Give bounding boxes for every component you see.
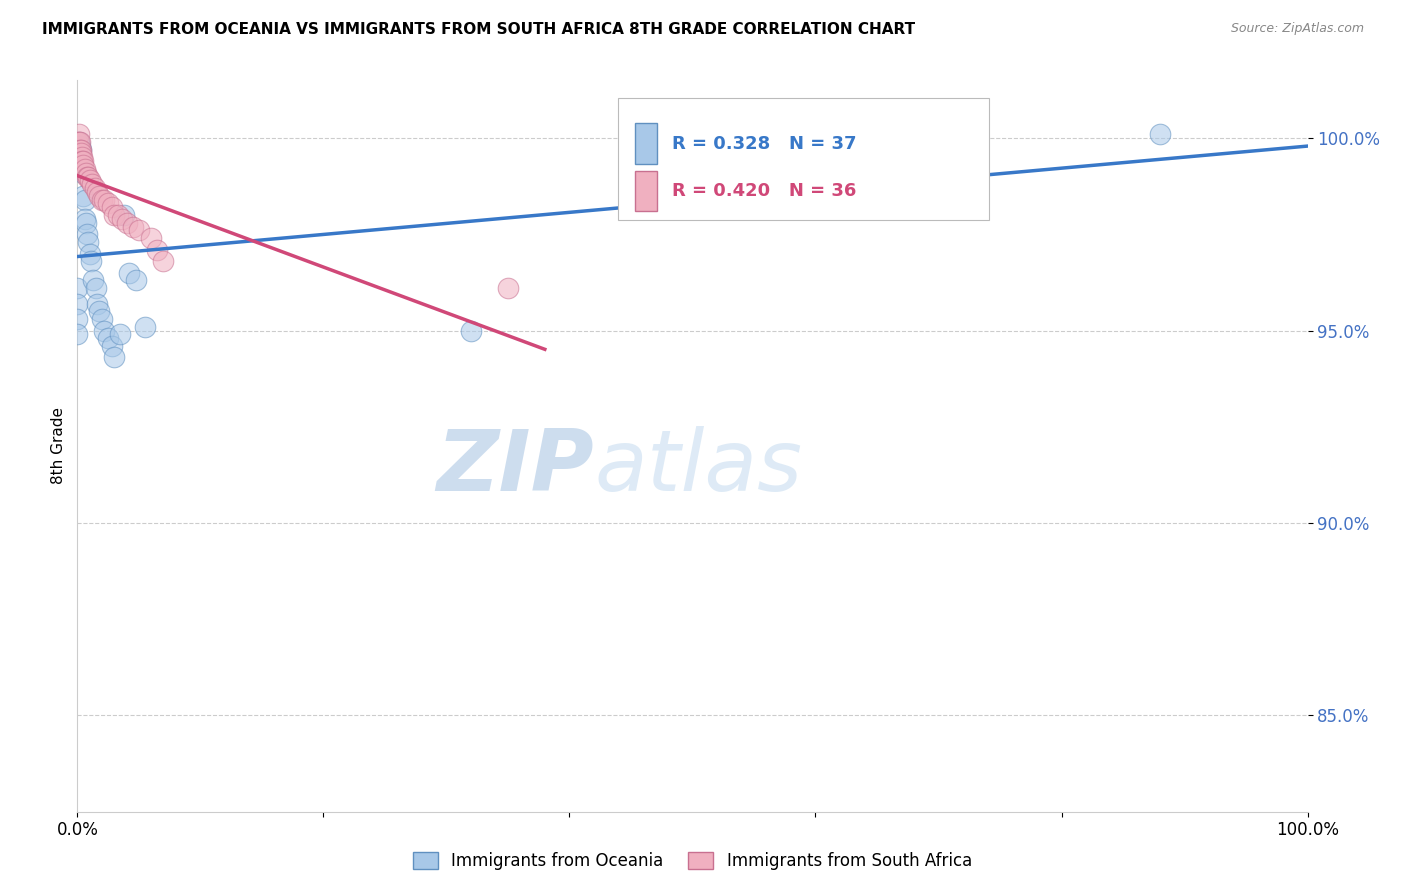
Point <box>1149 127 1171 141</box>
Point <box>128 223 150 237</box>
Point <box>70 146 93 161</box>
Point <box>66 158 89 172</box>
Point <box>112 208 135 222</box>
Point <box>67 135 90 149</box>
Point <box>134 319 156 334</box>
Text: R = 0.328   N = 37: R = 0.328 N = 37 <box>672 135 856 153</box>
Point <box>66 296 89 310</box>
Point <box>152 254 174 268</box>
Point <box>66 312 89 326</box>
Point <box>952 127 974 141</box>
Point <box>70 143 93 157</box>
Point <box>80 254 103 268</box>
Point <box>76 227 98 242</box>
Point <box>67 135 90 149</box>
Text: atlas: atlas <box>595 426 801 509</box>
Point <box>76 169 98 184</box>
Point <box>75 216 97 230</box>
Point <box>83 181 105 195</box>
Point <box>103 351 125 365</box>
Point <box>90 193 114 207</box>
Point <box>111 211 132 226</box>
Legend: Immigrants from Oceania, Immigrants from South Africa: Immigrants from Oceania, Immigrants from… <box>406 845 979 877</box>
Point <box>72 188 94 202</box>
Point <box>77 169 100 184</box>
Point <box>73 193 96 207</box>
Y-axis label: 8th Grade: 8th Grade <box>51 408 66 484</box>
Point <box>69 143 91 157</box>
Point <box>146 243 169 257</box>
Point <box>66 327 89 342</box>
Point <box>93 193 115 207</box>
Point <box>66 135 89 149</box>
Point <box>86 185 108 199</box>
Point <box>121 219 143 234</box>
Point <box>70 154 93 169</box>
Point <box>107 208 129 222</box>
Point <box>72 154 94 169</box>
Point <box>70 143 93 157</box>
Point <box>72 158 94 172</box>
Point <box>89 188 111 202</box>
Point <box>70 150 93 164</box>
Point <box>84 281 107 295</box>
Point <box>69 138 91 153</box>
Point <box>67 143 90 157</box>
Text: IMMIGRANTS FROM OCEANIA VS IMMIGRANTS FROM SOUTH AFRICA 8TH GRADE CORRELATION CH: IMMIGRANTS FROM OCEANIA VS IMMIGRANTS FR… <box>42 22 915 37</box>
Point <box>82 273 104 287</box>
Point <box>77 235 100 249</box>
Point <box>460 324 482 338</box>
Point <box>115 216 138 230</box>
Point <box>101 339 124 353</box>
Point <box>66 281 89 295</box>
Point <box>110 327 132 342</box>
Text: R = 0.420   N = 36: R = 0.420 N = 36 <box>672 182 856 200</box>
Point <box>93 324 115 338</box>
Point <box>66 143 89 157</box>
Point <box>79 173 101 187</box>
Point <box>73 161 96 176</box>
Point <box>73 211 96 226</box>
Point <box>82 178 104 192</box>
Point <box>75 166 97 180</box>
Point <box>70 161 93 176</box>
Point <box>496 281 519 295</box>
Point <box>97 331 120 345</box>
Point <box>101 200 124 214</box>
Point <box>125 273 148 287</box>
Point <box>89 304 111 318</box>
Point <box>67 127 90 141</box>
Point <box>103 208 125 222</box>
Point <box>141 231 163 245</box>
Point <box>72 166 94 180</box>
Point <box>90 312 114 326</box>
Text: ZIP: ZIP <box>436 426 595 509</box>
Point <box>70 158 93 172</box>
Point <box>86 296 108 310</box>
Point <box>69 150 91 164</box>
Point <box>79 246 101 260</box>
Point <box>118 266 141 280</box>
Point <box>69 135 91 149</box>
Point <box>97 196 120 211</box>
Text: Source: ZipAtlas.com: Source: ZipAtlas.com <box>1230 22 1364 36</box>
